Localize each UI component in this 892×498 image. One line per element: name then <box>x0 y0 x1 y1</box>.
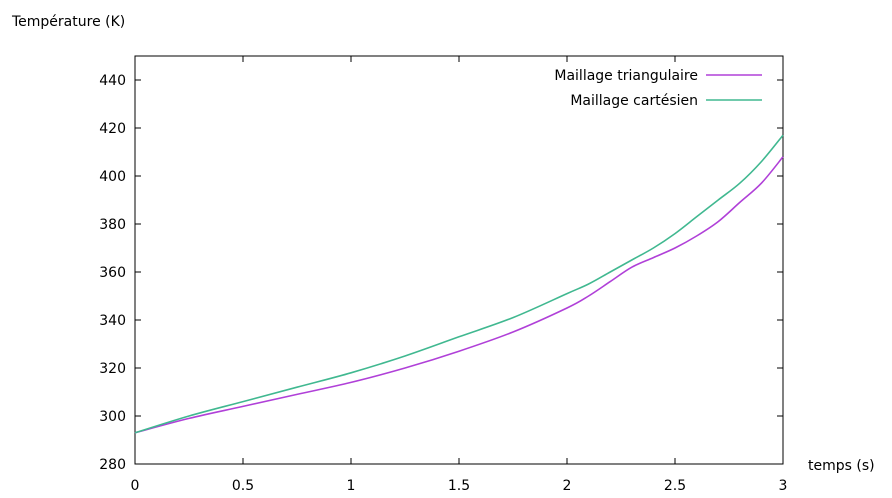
y-tick-label: 420 <box>99 121 126 137</box>
y-axis-title: Température (K) <box>11 14 125 30</box>
legend-label: Maillage cartésien <box>570 93 698 109</box>
legend-label: Maillage triangulaire <box>554 68 698 84</box>
y-tick-label: 440 <box>99 73 126 89</box>
x-tick-label: 0 <box>131 478 140 494</box>
x-tick-label: 1 <box>347 478 356 494</box>
y-tick-label: 280 <box>99 457 126 473</box>
tick-marks <box>134 56 784 465</box>
x-tick-label: 2.5 <box>664 478 686 494</box>
y-tick-label: 400 <box>99 169 126 185</box>
y-tick-label: 360 <box>99 265 126 281</box>
x-tick-label: 3 <box>779 478 788 494</box>
series-line-triangulaire <box>134 156 784 434</box>
series-lines <box>134 134 784 434</box>
plot-frame <box>134 55 784 465</box>
x-tick-label: 2 <box>563 478 572 494</box>
tick-labels: 0 0.5 1 1.5 2 2.5 3 280 300 320 340 360 380 400 420 440 <box>99 73 787 494</box>
series-line-cartesien <box>134 134 784 434</box>
x-tick-label: 0.5 <box>232 478 254 494</box>
y-tick-label: 380 <box>99 217 126 233</box>
x-axis-title: temps (s) <box>808 458 875 474</box>
y-tick-label: 320 <box>99 361 126 377</box>
y-tick-label: 300 <box>99 409 126 425</box>
x-tick-label: 1.5 <box>448 478 470 494</box>
y-tick-label: 340 <box>99 313 126 329</box>
legend: Maillage triangulaire Maillage cartésien <box>554 68 762 109</box>
